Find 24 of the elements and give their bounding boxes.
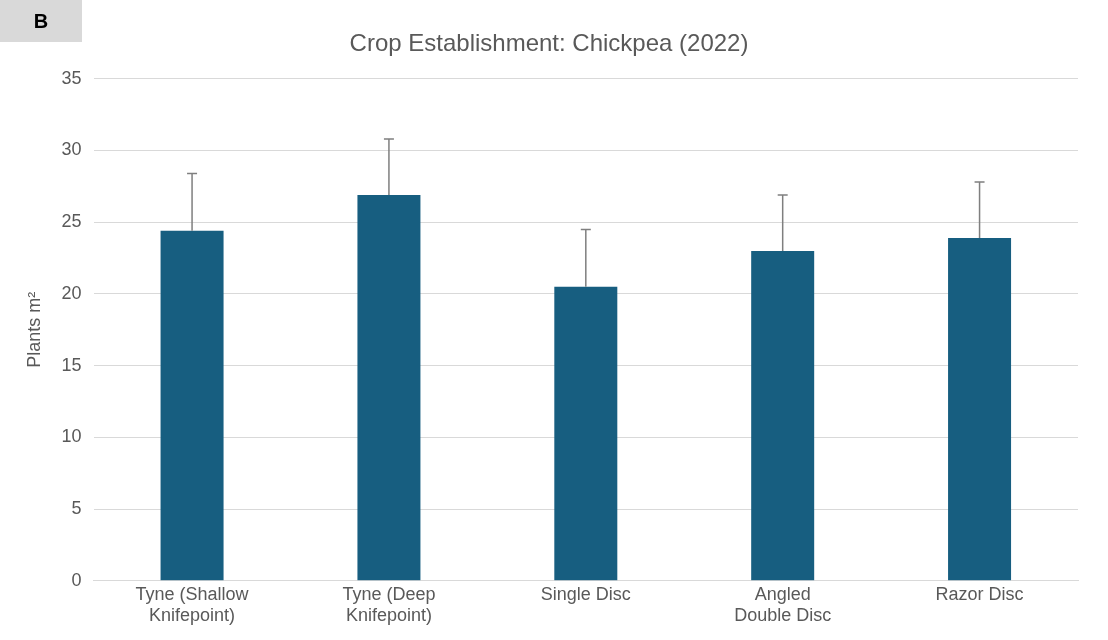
y-axis-title: Plants m²	[23, 291, 44, 368]
y-tick-label: 20	[61, 282, 82, 303]
y-tick-label: 30	[61, 139, 82, 160]
category-label: Tyne (Shallow	[135, 583, 249, 604]
text: B	[33, 9, 49, 32]
y-tick-label: 25	[61, 211, 82, 232]
chart-title: Crop Establishment: Chickpea (2022)	[349, 29, 749, 57]
category-label: Knifepoint)	[345, 605, 432, 626]
category-label: Razor Disc	[935, 583, 1024, 604]
y-tick-label: 0	[71, 569, 82, 590]
category-label: Tyne (Deep	[342, 583, 436, 604]
category-label: Single Disc	[540, 583, 631, 604]
y-tick-label: 5	[71, 498, 82, 519]
category-label: Knifepoint)	[149, 605, 236, 626]
bar	[948, 238, 1012, 581]
y-tick-label: 15	[61, 354, 82, 375]
bar	[751, 250, 815, 581]
y-tick-label: 10	[61, 426, 82, 447]
category-label: Angled	[754, 583, 811, 604]
bar	[554, 286, 618, 581]
y-tick-label: 35	[61, 67, 82, 88]
category-label: Double Disc	[734, 605, 832, 626]
bar	[160, 230, 224, 581]
bar	[357, 194, 421, 581]
